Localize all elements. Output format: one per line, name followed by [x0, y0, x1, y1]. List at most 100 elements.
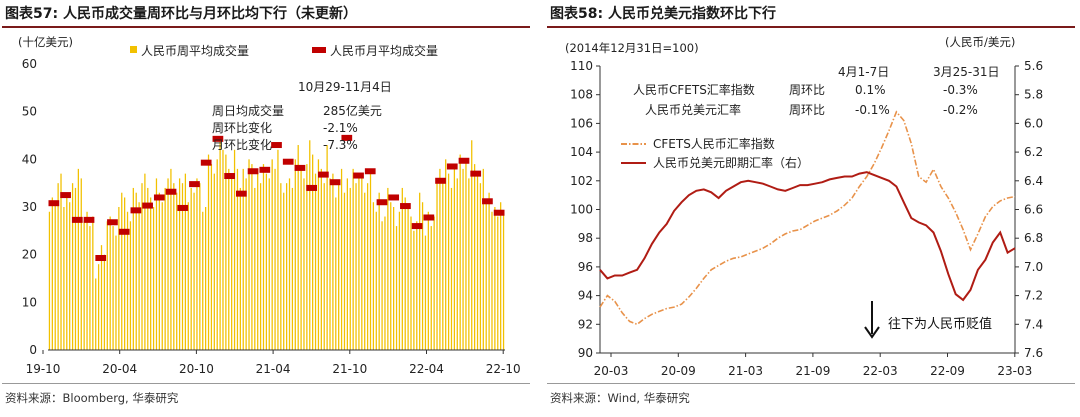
monthly-volume-bar [376, 199, 388, 206]
x-tick-label: 22-04 [409, 362, 444, 376]
weekly-volume-bar [369, 168, 372, 350]
weekly-volume-bar [132, 187, 134, 350]
weekly-volume-bar [479, 183, 482, 350]
legend-monthly-swatch [312, 47, 326, 53]
weekly-volume-bar [248, 159, 250, 350]
right-tick-label: 6.2 [1024, 145, 1043, 159]
weekly-volume-bar [190, 187, 192, 350]
monthly-volume-bar [224, 173, 235, 180]
weekly-volume-bar [393, 207, 395, 350]
weekly-volume-bar [450, 187, 453, 350]
weekly-volume-bar [288, 178, 291, 350]
weekly-volume-bar [86, 211, 88, 350]
weekly-volume-bar [63, 207, 65, 350]
weekly-volume-bar [300, 168, 302, 350]
weekly-volume-bar [285, 183, 288, 350]
y-tick-label: 50 [22, 105, 37, 119]
table-row-metric: 周环比 [789, 103, 825, 117]
weekly-volume-bar [129, 221, 132, 350]
fx-chart-panel: 图表58: 人民币兑美元指数环比下行 90 92 94 96 98 100 102 104 10… [545, 0, 1080, 417]
weekly-volume-bar [291, 187, 294, 350]
left-tick-label: 98 [578, 231, 593, 245]
weekly-volume-bar [77, 168, 79, 350]
weekly-volume-bar [161, 202, 163, 350]
weekly-volume-bar [57, 183, 59, 350]
left-tick-label: 102 [570, 174, 593, 188]
weekly-volume-bar [164, 187, 166, 350]
monthly-volume-bar [435, 177, 446, 184]
weekly-volume-bar [213, 173, 215, 350]
legend-spot-label: 人民币兑美元即期汇率（右） [653, 155, 809, 170]
monthly-volume-bar [107, 219, 118, 226]
weekly-volume-bar [395, 226, 398, 350]
weekly-volume-bar [491, 211, 493, 350]
x-tick-label: 19-10 [26, 362, 61, 376]
weekly-volume-bar [283, 192, 285, 350]
weekly-volume-bar [150, 197, 152, 350]
weekly-volume-bar [340, 168, 343, 350]
monthly-volume-bar [329, 179, 341, 186]
weekly-volume-bar [118, 207, 120, 350]
left-tick-label: 96 [578, 260, 593, 274]
weekly-volume-bar [502, 211, 505, 350]
monthly-volume-bar [200, 159, 212, 166]
left-tick-label: 94 [578, 289, 593, 303]
weekly-volume-bar [100, 245, 103, 350]
weekly-volume-bar [173, 183, 175, 350]
weekly-volume-bar [352, 168, 354, 350]
weekly-volume-bar [314, 173, 317, 350]
monthly-volume-bar [470, 170, 482, 177]
monthly-volume-bar [411, 223, 423, 230]
weekly-volume-bar [436, 183, 438, 350]
cfets-index-line [599, 110, 1016, 326]
table-value: -0.1% [855, 103, 890, 117]
weekly-volume-bar [202, 211, 204, 350]
weekly-volume-bar [167, 178, 169, 350]
weekly-volume-bar [317, 159, 320, 350]
weekly-volume-bar [280, 183, 282, 350]
fx-chart: 90 92 94 96 98 100 102 104 106 108 110 5.6 5.8 6.0 6.2… [565, 35, 1043, 378]
y-tick-label: 0 [29, 343, 37, 357]
legend-monthly-label: 人民币月平均成交量 [330, 43, 438, 58]
weekly-volume-bar [254, 187, 256, 350]
legend-weekly-label: 人民币周平均成交量 [141, 43, 249, 58]
weekly-volume-bar [329, 178, 331, 350]
weekly-volume-bar [335, 197, 337, 350]
weekly-volume-bar [155, 178, 158, 350]
table-header: 3月25-31日 [933, 65, 1000, 79]
monthly-volume-bar [95, 255, 107, 261]
weekly-volume-bar [468, 178, 470, 350]
x-tick-label: 22-10 [486, 362, 521, 376]
weekly-volume-bar [222, 149, 224, 350]
usdcny-spot-line [599, 171, 1016, 302]
monthly-volume-bar [282, 158, 294, 165]
monthly-volume-bar [259, 166, 271, 173]
weekly-volume-bar [462, 168, 464, 350]
monthly-volume-bar [271, 142, 282, 149]
weekly-volume-bar [309, 140, 311, 350]
left-tick-label: 90 [578, 346, 593, 360]
weekly-volume-bar [343, 192, 346, 350]
x-tick-label: 21-04 [256, 362, 291, 376]
weekly-volume-bar [326, 145, 328, 350]
weekly-volume-bar [115, 235, 117, 350]
weekly-volume-bar [257, 173, 259, 350]
weekly-volume-bar [297, 145, 299, 350]
weekly-volume-bar [71, 183, 74, 350]
footer-rule [547, 383, 1075, 384]
weekly-volume-bar [271, 159, 273, 350]
monthly-volume-bar [364, 168, 376, 175]
weekly-volume-bar [320, 168, 322, 350]
monthly-volume-bar [294, 164, 306, 171]
weekly-volume-bar [83, 221, 85, 350]
weekly-volume-bar [60, 173, 62, 350]
x-tick-label: 22-09 [930, 364, 965, 378]
table-value: -0.2% [943, 103, 978, 117]
x-tick-label: 22-03 [863, 364, 898, 378]
monthly-volume-bar [446, 163, 458, 170]
weekly-volume-bar [103, 254, 106, 350]
monthly-volume-bar [71, 216, 83, 223]
source-note: 资料来源：Wind, 华泰研究 [550, 391, 690, 405]
legend-weekly-swatch [130, 46, 137, 53]
monthly-volume-bar [235, 190, 247, 197]
